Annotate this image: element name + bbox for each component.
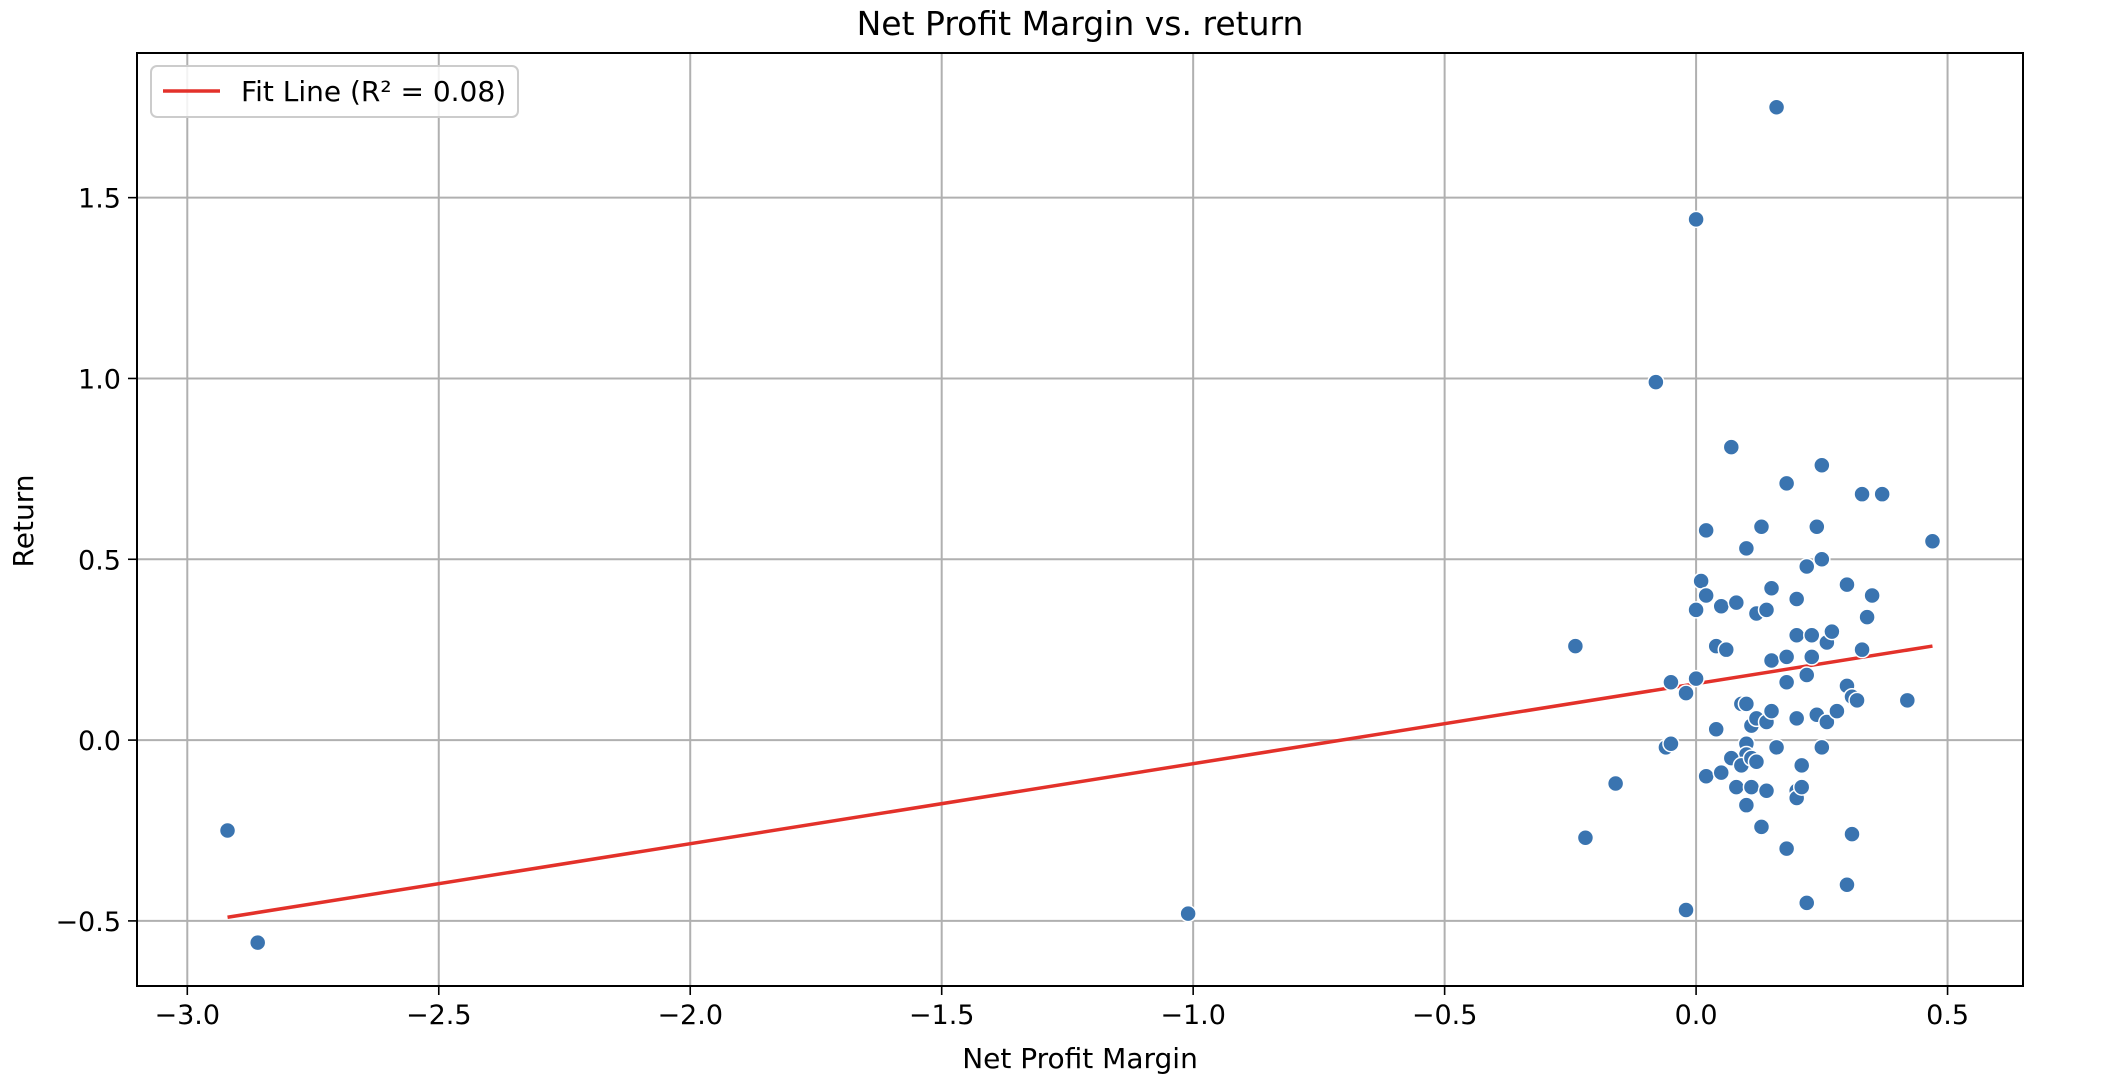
y-axis-label: Return <box>7 475 40 568</box>
data-point <box>1757 781 1776 800</box>
data-point <box>1803 648 1821 666</box>
data-point <box>218 821 237 840</box>
data-point <box>1848 691 1866 710</box>
data-point <box>1677 684 1695 702</box>
data-point <box>1707 720 1725 738</box>
data-point <box>1873 485 1891 503</box>
data-point <box>1697 521 1715 540</box>
data-point <box>1843 825 1861 843</box>
data-point <box>1797 557 1816 576</box>
y-tick-label: 1.0 <box>78 364 121 395</box>
x-tick-label: 0.0 <box>1675 1000 1718 1031</box>
data-point <box>1863 586 1881 605</box>
data-point <box>1787 590 1806 608</box>
data-point <box>1662 734 1680 753</box>
data-point <box>1838 575 1856 594</box>
data-point <box>1818 713 1836 731</box>
data-point <box>248 933 267 952</box>
data-point <box>1777 673 1796 691</box>
x-tick-label: −2.0 <box>657 1000 723 1031</box>
data-point <box>1823 622 1841 641</box>
data-point <box>1576 828 1595 847</box>
data-point <box>1762 702 1781 720</box>
data-point <box>1767 98 1786 116</box>
data-point <box>1727 593 1746 612</box>
data-point <box>1712 597 1730 616</box>
data-point <box>1853 640 1871 659</box>
data-point <box>1813 738 1831 757</box>
data-point <box>1808 517 1826 536</box>
legend-label: Fit Line (R² = 0.08) <box>241 75 506 108</box>
data-point <box>1898 691 1917 710</box>
fit-line-layer <box>227 644 1933 920</box>
data-point <box>1722 438 1741 456</box>
data-point <box>1747 753 1766 771</box>
legend: Fit Line (R² = 0.08) <box>150 65 519 118</box>
data-point <box>1737 695 1756 713</box>
x-tick-label: 0.5 <box>1926 1000 1969 1031</box>
data-point <box>1687 601 1705 619</box>
data-point <box>1803 626 1821 644</box>
data-point <box>1692 572 1710 590</box>
x-axis-ticks: −3.0 −2.5 −2.0 −1.5 −1.0 −0.5 0.0 0.5 <box>155 986 1969 1031</box>
plot-frame <box>136 52 2024 987</box>
y-tick-label: 0.0 <box>78 726 121 757</box>
data-point <box>1717 640 1736 659</box>
data-point <box>1647 373 1665 391</box>
data-point <box>1838 875 1856 894</box>
fit-line <box>227 644 1933 920</box>
y-tick-label: −0.5 <box>55 907 121 938</box>
data-point <box>1813 456 1831 475</box>
x-tick-label: −0.5 <box>1412 1000 1478 1031</box>
data-point <box>1179 904 1197 923</box>
data-point <box>1687 210 1705 229</box>
data-point <box>1737 539 1756 558</box>
data-point <box>1777 648 1796 666</box>
data-point <box>1762 579 1781 597</box>
data-point <box>1787 626 1806 644</box>
data-point <box>1777 474 1796 493</box>
data-point <box>1813 550 1831 569</box>
x-tick-label: −1.0 <box>1160 1000 1226 1031</box>
data-point <box>1797 666 1816 684</box>
data-point <box>1792 778 1811 796</box>
data-point <box>1752 517 1771 536</box>
data-point <box>1697 767 1715 786</box>
data-point <box>1797 894 1816 912</box>
data-point <box>1677 901 1695 919</box>
data-points <box>218 98 1942 952</box>
data-point <box>1697 586 1715 605</box>
data-point <box>1752 818 1771 836</box>
data-point <box>1777 839 1796 858</box>
chart-title: Net Profit Margin vs. return <box>857 4 1304 43</box>
legend-box <box>150 65 519 118</box>
data-point <box>1737 796 1756 814</box>
y-tick-label: 1.5 <box>78 184 121 215</box>
data-point <box>1606 774 1625 793</box>
data-point <box>1742 778 1761 796</box>
x-tick-label: −1.5 <box>909 1000 975 1031</box>
data-point <box>1767 738 1786 757</box>
y-tick-label: 0.5 <box>78 545 121 576</box>
data-point <box>1727 778 1746 796</box>
data-point <box>1923 532 1942 550</box>
x-tick-label: −2.5 <box>406 1000 472 1031</box>
data-point <box>1858 608 1876 626</box>
data-point <box>1687 669 1705 688</box>
data-point <box>1762 651 1781 670</box>
data-point <box>1662 673 1680 691</box>
data-point <box>1566 637 1585 655</box>
grid-lines <box>137 53 2023 986</box>
y-axis-ticks: −0.5 0.0 0.5 1.0 1.5 <box>55 184 137 938</box>
data-point <box>1787 709 1806 728</box>
data-point <box>1792 756 1811 775</box>
x-tick-label: −3.0 <box>155 1000 221 1031</box>
data-point <box>1828 702 1846 720</box>
data-point <box>1853 485 1871 503</box>
data-point <box>1757 601 1776 619</box>
data-point <box>1712 763 1730 782</box>
x-axis-label: Net Profit Margin <box>962 1042 1198 1075</box>
